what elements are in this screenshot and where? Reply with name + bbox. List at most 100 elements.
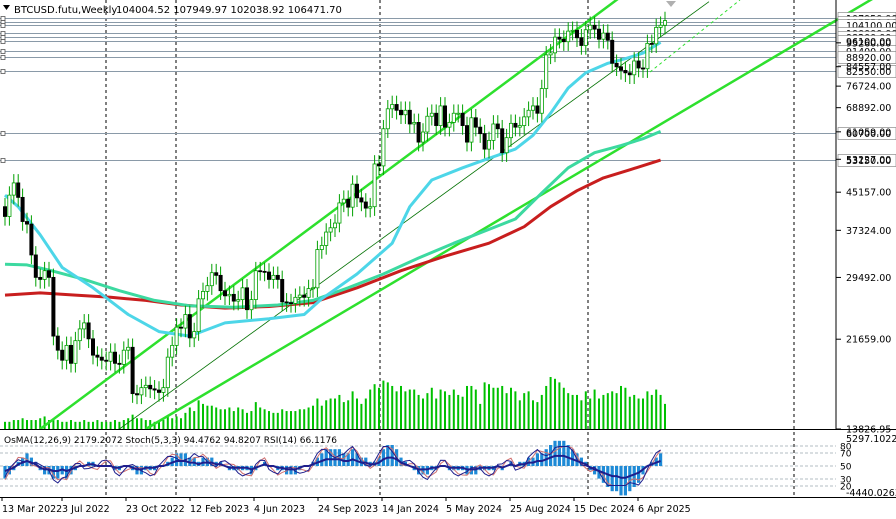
- channel-upper-line: [39, 0, 619, 431]
- volume-bar: [43, 416, 46, 429]
- candle-down: [579, 37, 584, 46]
- volume-bar: [87, 421, 90, 429]
- candle-up: [227, 293, 232, 297]
- candle-up: [341, 198, 346, 204]
- volume-bar: [162, 420, 165, 429]
- volume-bar: [325, 400, 328, 429]
- candle-up: [324, 231, 329, 246]
- volume-bar: [215, 407, 218, 429]
- osma-bar: [562, 440, 566, 466]
- volume-bar: [360, 403, 363, 429]
- volume-bar: [439, 389, 442, 429]
- volume-bar: [400, 385, 402, 429]
- candle-down: [266, 271, 271, 280]
- volume-bar: [501, 385, 504, 429]
- candle-up: [522, 116, 527, 126]
- volume-bar: [479, 403, 482, 429]
- candle-down: [178, 326, 183, 329]
- volume-bar: [338, 394, 341, 429]
- candle-down: [460, 112, 465, 126]
- oscillator-level-label: 30: [840, 476, 852, 486]
- osma-bar: [329, 449, 333, 466]
- candle-down: [649, 42, 654, 45]
- x-tick-label: 23 Oct 2022: [126, 504, 185, 515]
- candle-up: [165, 356, 170, 389]
- volume-bar: [197, 400, 200, 429]
- candle-down: [619, 66, 624, 71]
- volume-bar: [136, 418, 138, 429]
- volume-bar: [356, 398, 358, 429]
- volume-bar: [576, 394, 578, 429]
- candle-up: [174, 326, 179, 346]
- candle-down: [104, 359, 109, 362]
- candle-down: [407, 109, 412, 125]
- volume-bar: [56, 420, 59, 429]
- candle-down: [130, 346, 135, 395]
- volume-bar: [554, 378, 556, 429]
- volume-bar: [184, 412, 187, 429]
- level-label: 104100.00: [846, 21, 896, 32]
- y-tick-label: 95260.00: [846, 38, 891, 49]
- y-tick-label: 61059.00: [846, 127, 891, 138]
- collapse-arrow-icon[interactable]: [666, 1, 676, 7]
- volume-bar: [206, 405, 209, 429]
- candle-down: [495, 123, 500, 130]
- candle-down: [346, 198, 351, 208]
- chart-header: BTCUSD.futu,Weekly 104004.52 107949.97 1…: [3, 5, 342, 16]
- level-label-box: [837, 51, 896, 64]
- candle-down: [641, 67, 646, 70]
- candle-down: [60, 349, 65, 361]
- candle-down: [478, 126, 483, 135]
- candlesticks: [3, 11, 668, 405]
- volume-bar: [285, 411, 288, 429]
- level-label-box: [837, 127, 896, 140]
- candle-up: [200, 291, 205, 300]
- candle-down: [29, 223, 34, 256]
- rsi-line: [4, 454, 661, 479]
- candle-down: [95, 354, 100, 358]
- candle-up: [77, 328, 82, 342]
- volume-bar: [545, 385, 548, 429]
- candle-up: [337, 202, 342, 224]
- volume-bar: [404, 391, 407, 429]
- volume-bar: [496, 387, 499, 429]
- candle-down: [398, 109, 403, 116]
- x-tick-label: 24 Sep 2023: [318, 504, 378, 515]
- level-handle: [0, 39, 6, 44]
- osma-bar: [351, 449, 355, 466]
- volume-bar: [598, 398, 600, 429]
- volume-bar: [342, 402, 345, 429]
- volume-bar: [606, 393, 609, 429]
- osma-bar: [175, 453, 179, 466]
- candle-up: [183, 314, 188, 329]
- volume-bar: [580, 400, 583, 429]
- candle-up: [526, 109, 531, 118]
- osma-bar: [342, 453, 346, 466]
- candle-up: [566, 30, 571, 43]
- candle-up: [315, 249, 320, 289]
- symbol-label: BTCUSD.futu,Weekly: [14, 5, 117, 16]
- candle-up: [332, 222, 337, 229]
- oscillator-level-label: 50: [840, 463, 852, 473]
- candle-down: [561, 38, 566, 43]
- volume-bar: [224, 409, 226, 429]
- volume-bar: [492, 387, 495, 429]
- osma-bar: [637, 466, 641, 483]
- volume-bar: [276, 412, 279, 429]
- volume-bar: [373, 384, 376, 429]
- candle-down: [605, 32, 610, 41]
- candle-up: [350, 183, 355, 208]
- volume-bar: [655, 389, 658, 429]
- candle-up: [73, 340, 78, 364]
- y-tick-label: 84557.00: [846, 62, 891, 73]
- candle-down: [47, 270, 52, 278]
- candle-up: [508, 122, 513, 139]
- volume-bar: [637, 398, 640, 429]
- osma-bar: [56, 466, 60, 479]
- osma-bar: [544, 449, 548, 466]
- candle-up: [390, 104, 395, 110]
- symbol-dropdown-icon[interactable]: [3, 5, 10, 10]
- volume-bar: [510, 387, 512, 429]
